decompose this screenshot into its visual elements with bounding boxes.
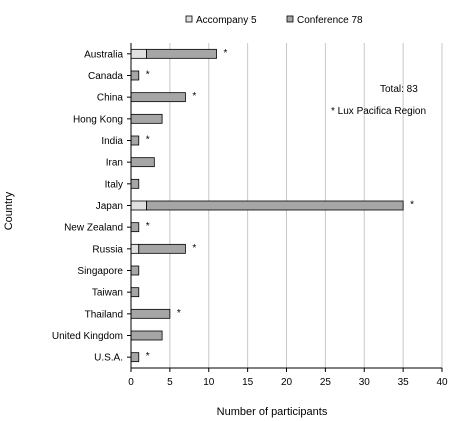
category-label: Italy — [105, 179, 123, 190]
bar-conference — [146, 200, 404, 211]
category-label: Russia — [92, 244, 123, 255]
bars — [130, 48, 404, 363]
annotation-total: Total: 83 — [380, 84, 418, 95]
region-marker: * — [192, 91, 196, 102]
legend-label: Accompany 5 — [196, 15, 257, 26]
region-marker: * — [146, 351, 150, 362]
x-tick-label: 25 — [320, 377, 332, 388]
axes — [127, 43, 443, 372]
category-label: New Zealand — [64, 223, 123, 234]
region-marker: * — [410, 200, 414, 211]
x-axis-label: Number of participants — [217, 406, 328, 418]
x-tick-labels: 0 5 10 15 20 25 30 35 40 — [128, 377, 448, 388]
x-tick-label: 30 — [359, 377, 371, 388]
annotation-region: * Lux Pacifica Region — [331, 106, 426, 117]
bar-accompany — [130, 243, 140, 254]
category-label: U.S.A. — [94, 353, 123, 364]
bar-conference — [138, 243, 186, 254]
region-markers: * * * * * * * * * — [146, 48, 414, 362]
x-tick-label: 10 — [203, 377, 215, 388]
category-label: China — [97, 93, 124, 104]
bar-conference — [130, 178, 140, 189]
category-label: Japan — [96, 201, 123, 212]
legend-swatch — [185, 15, 193, 23]
category-label: Thailand — [85, 309, 123, 320]
category-label: Australia — [84, 49, 123, 60]
x-tick-label: 0 — [128, 377, 134, 388]
legend: Accompany 5 Conference 78 — [185, 15, 363, 26]
region-marker: * — [192, 243, 196, 254]
region-marker: * — [146, 221, 150, 232]
bar-conference — [130, 330, 163, 341]
x-tick-label: 5 — [167, 377, 173, 388]
x-tick-label: 35 — [398, 377, 410, 388]
bar-conference — [130, 265, 140, 276]
category-label: Singapore — [77, 266, 123, 277]
bar-conference — [130, 92, 186, 103]
bar-conference — [130, 287, 140, 298]
region-marker: * — [146, 70, 150, 81]
bar-accompany — [130, 48, 147, 59]
category-label: Iran — [106, 158, 123, 169]
y-axis-label: Country — [3, 191, 15, 230]
x-tick-label: 20 — [281, 377, 293, 388]
bar-conference — [130, 135, 140, 146]
region-marker: * — [177, 308, 181, 319]
category-label: India — [101, 136, 123, 147]
bar-conference — [146, 48, 217, 59]
legend-label: Conference 78 — [297, 15, 363, 26]
x-tick-label: 15 — [242, 377, 254, 388]
category-label: Hong Kong — [73, 114, 123, 125]
bar-conference — [130, 352, 140, 363]
category-label: Canada — [88, 71, 123, 82]
bar-conference — [130, 222, 140, 233]
category-labels: Australia Canada China Hong Kong India Iran It… — [52, 49, 124, 363]
region-marker: * — [224, 48, 228, 59]
bar-accompany — [130, 200, 147, 211]
category-label: Taiwan — [92, 288, 123, 299]
category-label: United Kingdom — [52, 331, 123, 342]
bar-conference — [130, 308, 171, 319]
bar-conference — [130, 157, 155, 168]
region-marker: * — [146, 135, 150, 146]
legend-swatch — [286, 15, 294, 23]
bar-conference — [130, 113, 163, 124]
x-tick-label: 40 — [436, 377, 448, 388]
bar-conference — [130, 70, 140, 81]
